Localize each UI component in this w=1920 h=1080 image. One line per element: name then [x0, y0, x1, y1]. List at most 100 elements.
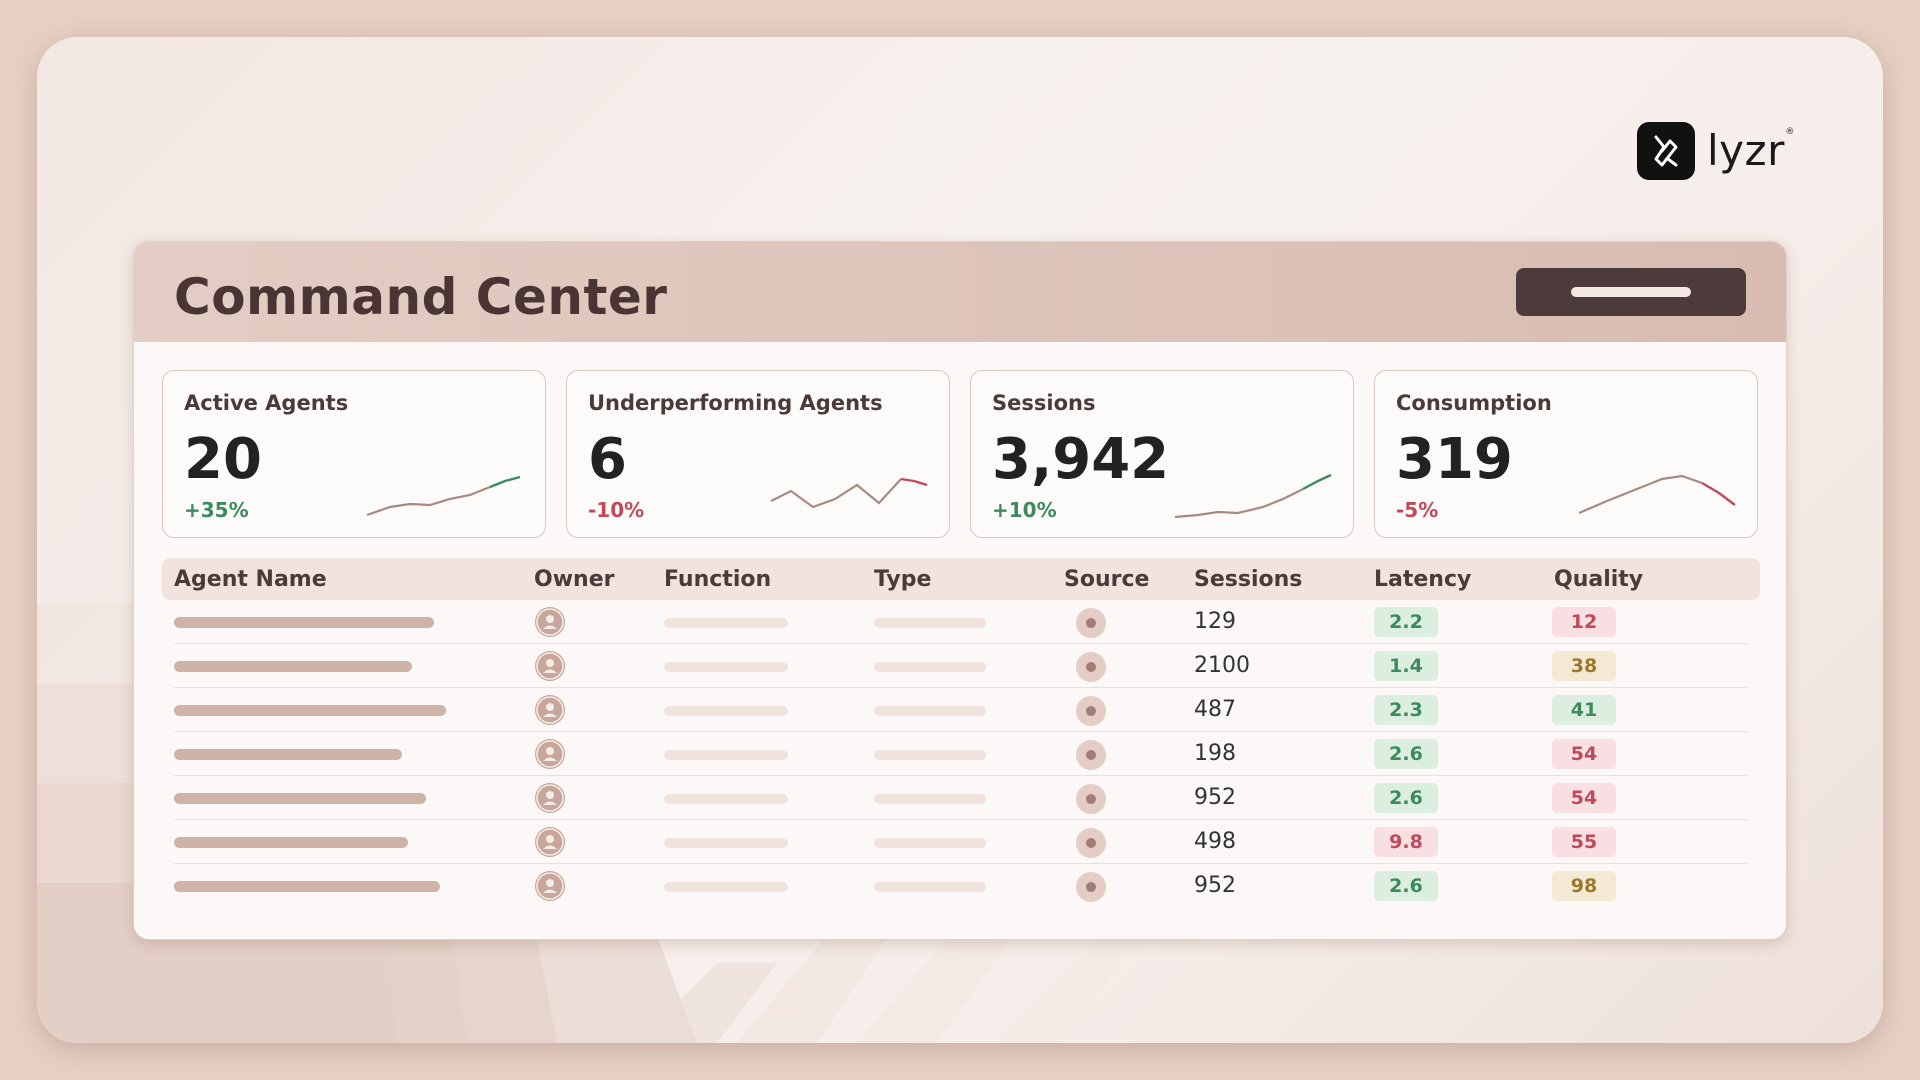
sessions-cell: 2100	[1194, 653, 1250, 678]
metric-value: 319	[1396, 427, 1513, 492]
table-row[interactable]: 498 9.8 55	[174, 820, 1748, 864]
latency-badge: 2.6	[1374, 783, 1438, 813]
app-frame: lyzr ® Command Center Active Agents 20 +3…	[37, 37, 1883, 1043]
function-placeholder	[664, 618, 788, 628]
brand-name: lyzr ®	[1707, 126, 1795, 175]
quality-badge: 54	[1552, 783, 1616, 813]
sparkline-up-icon	[366, 475, 521, 517]
metric-card-active-agents[interactable]: Active Agents 20 +35%	[162, 370, 546, 538]
sessions-cell: 952	[1194, 873, 1236, 898]
agent-name-placeholder	[174, 749, 402, 760]
metric-value: 3,942	[992, 427, 1170, 492]
metric-label: Underperforming Agents	[588, 391, 883, 415]
column-header-agent-name[interactable]: Agent Name	[174, 567, 327, 592]
metric-card-underperforming-agents[interactable]: Underperforming Agents 6 -10%	[566, 370, 950, 538]
type-placeholder	[874, 794, 986, 804]
function-placeholder	[664, 794, 788, 804]
owner-avatar-icon[interactable]	[535, 695, 565, 725]
latency-badge: 2.2	[1374, 607, 1438, 637]
header-action-button[interactable]	[1516, 268, 1746, 316]
owner-avatar-icon[interactable]	[535, 607, 565, 637]
metric-card-consumption[interactable]: Consumption 319 -5%	[1374, 370, 1758, 538]
metric-label: Sessions	[992, 391, 1096, 415]
source-icon	[1076, 872, 1106, 902]
column-header-type[interactable]: Type	[874, 567, 932, 592]
type-placeholder	[874, 662, 986, 672]
source-icon	[1076, 740, 1106, 770]
latency-badge: 1.4	[1374, 651, 1438, 681]
latency-badge: 2.6	[1374, 871, 1438, 901]
type-placeholder	[874, 618, 986, 628]
metric-cards: Active Agents 20 +35% Underperforming Ag…	[162, 370, 1758, 538]
command-center-panel: Command Center Active Agents 20 +35% Und…	[133, 241, 1787, 940]
source-icon	[1076, 608, 1106, 638]
metric-card-sessions[interactable]: Sessions 3,942 +10%	[970, 370, 1354, 538]
sessions-cell: 129	[1194, 609, 1236, 634]
source-icon	[1076, 696, 1106, 726]
metric-value: 6	[588, 427, 627, 492]
agent-name-placeholder	[174, 705, 446, 716]
source-icon	[1076, 652, 1106, 682]
function-placeholder	[664, 838, 788, 848]
agent-name-placeholder	[174, 617, 434, 628]
agent-name-placeholder	[174, 661, 412, 672]
type-placeholder	[874, 706, 986, 716]
sparkline-up-icon	[1174, 473, 1332, 519]
metric-label: Active Agents	[184, 391, 349, 415]
table-body: 129 2.2 12 2100 1.4 38 487 2.3 41 198 2.6 54 952 2.6 5…	[162, 600, 1760, 908]
quality-badge: 98	[1552, 871, 1616, 901]
quality-badge: 55	[1552, 827, 1616, 857]
quality-badge: 41	[1552, 695, 1616, 725]
table-row[interactable]: 487 2.3 41	[174, 688, 1748, 732]
source-icon	[1076, 828, 1106, 858]
sparkline-peak-icon	[1578, 474, 1736, 515]
panel-header: Command Center	[134, 242, 1786, 342]
sessions-cell: 487	[1194, 697, 1236, 722]
metric-value: 20	[184, 427, 262, 492]
function-placeholder	[664, 662, 788, 672]
metric-delta: -5%	[1396, 498, 1439, 522]
latency-badge: 9.8	[1374, 827, 1438, 857]
agent-name-placeholder	[174, 837, 408, 848]
sparkline-zigzag-icon	[770, 477, 928, 509]
table-row[interactable]: 952 2.6 98	[174, 864, 1748, 908]
table-row[interactable]: 198 2.6 54	[174, 732, 1748, 776]
column-header-function[interactable]: Function	[664, 567, 772, 592]
button-placeholder-label	[1571, 287, 1691, 297]
sessions-cell: 498	[1194, 829, 1236, 854]
sessions-cell: 952	[1194, 785, 1236, 810]
metric-delta: -10%	[588, 498, 645, 522]
table-row[interactable]: 952 2.6 54	[174, 776, 1748, 820]
column-header-source[interactable]: Source	[1064, 567, 1150, 592]
metric-delta: +10%	[992, 498, 1057, 522]
owner-avatar-icon[interactable]	[535, 783, 565, 813]
owner-avatar-icon[interactable]	[535, 827, 565, 857]
quality-badge: 38	[1552, 651, 1616, 681]
owner-avatar-icon[interactable]	[535, 651, 565, 681]
owner-avatar-icon[interactable]	[535, 871, 565, 901]
column-header-quality[interactable]: Quality	[1554, 567, 1644, 592]
function-placeholder	[664, 750, 788, 760]
type-placeholder	[874, 838, 986, 848]
column-header-owner[interactable]: Owner	[534, 567, 615, 592]
metric-label: Consumption	[1396, 391, 1552, 415]
agent-name-placeholder	[174, 881, 440, 892]
function-placeholder	[664, 706, 788, 716]
column-header-latency[interactable]: Latency	[1374, 567, 1472, 592]
agent-name-placeholder	[174, 793, 426, 804]
column-header-sessions[interactable]: Sessions	[1194, 567, 1303, 592]
latency-badge: 2.6	[1374, 739, 1438, 769]
quality-badge: 12	[1552, 607, 1616, 637]
table-row[interactable]: 2100 1.4 38	[174, 644, 1748, 688]
owner-avatar-icon[interactable]	[535, 739, 565, 769]
brand-logo: lyzr ®	[1637, 122, 1795, 180]
agents-table: Agent Name Owner Function Type Source Se…	[162, 558, 1760, 908]
latency-badge: 2.3	[1374, 695, 1438, 725]
lyzr-logo-icon	[1637, 122, 1695, 180]
table-header: Agent Name Owner Function Type Source Se…	[162, 558, 1760, 600]
function-placeholder	[664, 882, 788, 892]
type-placeholder	[874, 750, 986, 760]
page-title: Command Center	[174, 268, 668, 326]
table-row[interactable]: 129 2.2 12	[174, 600, 1748, 644]
sessions-cell: 198	[1194, 741, 1236, 766]
